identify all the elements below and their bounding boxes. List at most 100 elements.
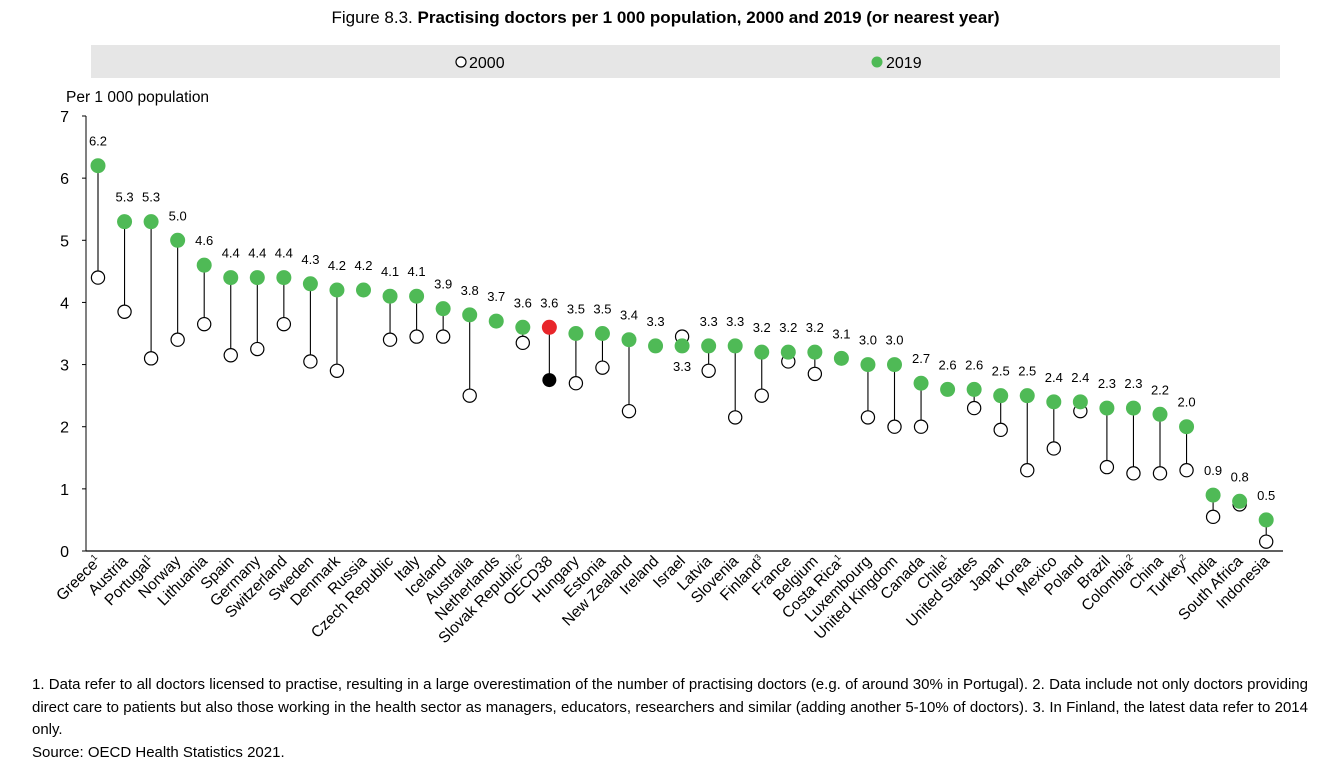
- y-tick-label: 6: [60, 171, 69, 188]
- dot-2019: [674, 338, 690, 354]
- y-tick-label: 3: [60, 358, 69, 375]
- value-label: 2.4: [1071, 370, 1089, 385]
- dot-2019: [754, 344, 770, 360]
- dot-2000: [807, 366, 823, 382]
- dot-2000: [90, 270, 106, 285]
- dot-2019: [409, 288, 425, 304]
- value-label: 2.7: [912, 351, 930, 366]
- dot-2019: [993, 388, 1009, 404]
- dot-2019: [435, 301, 451, 317]
- dot-2000: [250, 341, 265, 357]
- dot-2019: [966, 381, 982, 397]
- value-label: 2.4: [1045, 370, 1063, 385]
- dot-2019: [276, 270, 292, 286]
- value-label: 3.3: [647, 314, 665, 329]
- dot-2000: [170, 332, 185, 347]
- value-label: 2.6: [939, 357, 957, 372]
- value-label: 0.5: [1257, 488, 1275, 503]
- legend-item-2019: 2019: [871, 55, 922, 72]
- source-line: Source: OECD Health Statistics 2021.: [32, 743, 285, 761]
- dot-2019: [515, 319, 531, 335]
- legend-label-2019: 2019: [886, 55, 922, 72]
- dot-2019: [807, 344, 823, 360]
- y-axis: 0 1 2 3 4 5 6 7: [60, 109, 87, 561]
- dot-2019: [1046, 394, 1062, 410]
- dot-2019: [488, 313, 504, 329]
- dot-2019: [196, 257, 212, 273]
- footnote-text: 1. Data refer to all doctors licensed to…: [32, 676, 1308, 738]
- dot-2019: [1072, 394, 1088, 410]
- dot-2000: [1020, 463, 1035, 478]
- dot-2019: [1125, 400, 1141, 416]
- y-axis-label: Per 1 000 population: [66, 89, 209, 106]
- value-label: 0.9: [1204, 463, 1222, 478]
- value-label: 4.1: [408, 264, 426, 279]
- dot-2019: [90, 158, 106, 174]
- dot-2000: [1258, 534, 1274, 549]
- dot-2019: [780, 344, 796, 360]
- dot-2000: [701, 363, 716, 378]
- legend-item-2000: 2000: [455, 55, 505, 72]
- value-label: 2.0: [1178, 395, 1196, 410]
- dot-2000-oecd: [542, 373, 557, 388]
- value-label: 3.0: [885, 333, 903, 348]
- value-label: 3.9: [434, 277, 452, 292]
- footnotes: 1. Data refer to all doctors licensed to…: [32, 674, 1308, 764]
- dot-2000: [568, 376, 584, 391]
- value-label: 3.3: [726, 314, 744, 329]
- value-label: 4.6: [195, 233, 213, 248]
- dot-2019: [594, 326, 610, 341]
- dot-2000: [1126, 466, 1141, 481]
- value-label: 2.5: [1018, 364, 1036, 379]
- dot-2000: [1152, 466, 1168, 481]
- value-label: 3.2: [779, 320, 797, 335]
- value-label: 3.3: [673, 359, 691, 374]
- value-label: 4.4: [222, 246, 240, 261]
- dot-2019: [1179, 419, 1195, 435]
- dot-2000: [621, 403, 637, 419]
- value-label: 5.3: [142, 190, 160, 205]
- dot-2019: [329, 282, 345, 298]
- value-label: 3.6: [514, 295, 532, 310]
- y-tick-label: 7: [60, 109, 69, 126]
- dot-2000: [462, 388, 477, 403]
- value-label: 3.5: [567, 302, 585, 317]
- y-tick-label: 1: [60, 482, 69, 499]
- value-label: 5.3: [116, 190, 134, 205]
- y-tick-label: 2: [60, 420, 69, 437]
- dot-2000: [1179, 463, 1194, 478]
- value-label: 4.4: [275, 246, 293, 261]
- dot-2019: [648, 338, 664, 354]
- dot-2000: [595, 360, 610, 375]
- dot-2019: [1258, 512, 1274, 528]
- dot-2019: [223, 270, 239, 286]
- dot-2000: [515, 335, 531, 351]
- y-tick-label: 5: [60, 233, 69, 250]
- legend-marker-2019: [871, 56, 883, 68]
- dot-2019: [833, 350, 849, 366]
- value-label: 4.1: [381, 264, 399, 279]
- dot-2000: [966, 400, 982, 416]
- dot-2019: [568, 326, 584, 341]
- value-label: 3.3: [700, 314, 718, 329]
- dot-2000: [754, 388, 769, 403]
- dot-2019: [913, 375, 929, 391]
- dot-2000: [1099, 459, 1115, 475]
- value-label: 6.2: [89, 134, 107, 149]
- dot-2000: [382, 332, 398, 347]
- value-label: 3.2: [806, 320, 824, 335]
- dot-2000: [860, 410, 876, 425]
- value-label: 4.2: [328, 258, 346, 273]
- dot-2019: [1232, 493, 1248, 509]
- dot-2019: [249, 270, 265, 286]
- dot-2019: [170, 232, 186, 248]
- figure-number: Figure 8.3.: [331, 8, 418, 27]
- dot-2019: [1099, 400, 1115, 416]
- value-label: 3.6: [540, 295, 558, 310]
- dot-2019-oecd: [541, 319, 557, 335]
- dot-2000: [728, 410, 743, 425]
- dot-2000: [196, 316, 212, 332]
- dot-2000: [223, 348, 238, 363]
- value-label: 2.5: [992, 364, 1010, 379]
- value-label: 3.4: [620, 308, 638, 323]
